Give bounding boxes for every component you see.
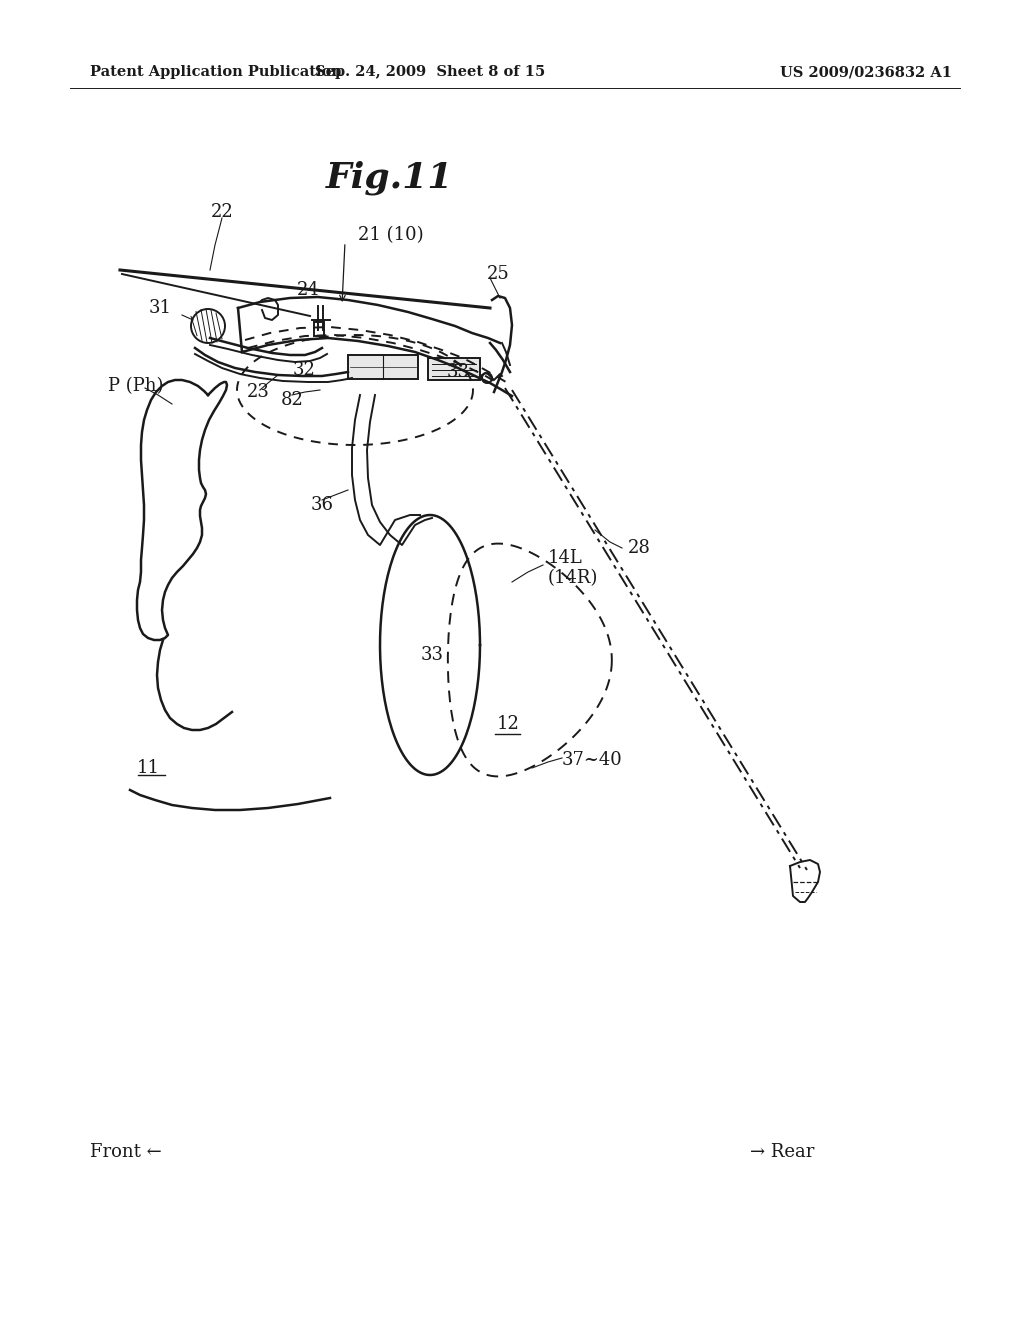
Bar — [314, 322, 324, 337]
Text: 22: 22 — [211, 203, 233, 220]
Bar — [348, 355, 418, 379]
Text: 32: 32 — [293, 360, 316, 379]
Text: 11: 11 — [136, 759, 160, 777]
Bar — [428, 358, 480, 380]
Text: 12: 12 — [497, 715, 519, 733]
Text: 25: 25 — [486, 265, 509, 282]
Text: 23: 23 — [247, 383, 269, 401]
Text: 28: 28 — [628, 539, 651, 557]
Text: 37~40: 37~40 — [562, 751, 623, 770]
Text: Patent Application Publication: Patent Application Publication — [90, 65, 342, 79]
Text: US 2009/0236832 A1: US 2009/0236832 A1 — [780, 65, 952, 79]
Text: Sep. 24, 2009  Sheet 8 of 15: Sep. 24, 2009 Sheet 8 of 15 — [314, 65, 545, 79]
Text: 21 (10): 21 (10) — [358, 226, 424, 244]
Text: 24: 24 — [297, 281, 319, 300]
Circle shape — [191, 309, 225, 343]
Text: 14L
(14R): 14L (14R) — [548, 549, 598, 587]
Text: 31: 31 — [150, 300, 172, 317]
Text: 82: 82 — [281, 391, 303, 409]
Text: P (Ph): P (Ph) — [108, 378, 164, 395]
Text: Fig.11: Fig.11 — [327, 161, 454, 195]
Text: 33: 33 — [446, 363, 469, 381]
Text: 33: 33 — [421, 645, 443, 664]
Text: → Rear: → Rear — [750, 1143, 814, 1162]
Text: 36: 36 — [310, 496, 334, 513]
Text: Front ←: Front ← — [90, 1143, 162, 1162]
